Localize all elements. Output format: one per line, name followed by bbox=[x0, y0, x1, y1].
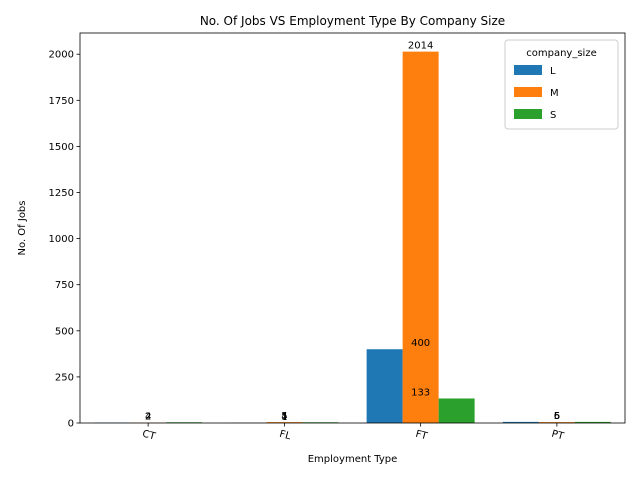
bar-PT-S bbox=[574, 421, 611, 423]
bar-FT-S bbox=[438, 398, 475, 423]
legend-box bbox=[504, 39, 619, 130]
legend: company_size LMS bbox=[504, 39, 619, 130]
data-label-CT-L: 2 bbox=[145, 412, 151, 423]
data-label-FL-M: 5 bbox=[281, 411, 287, 422]
data-label-PT-M: 5 bbox=[554, 411, 560, 422]
chart-title: No. Of Jobs VS Employment Type By Compan… bbox=[200, 14, 505, 28]
data-label-PT-S: 6 bbox=[554, 411, 560, 422]
x-axis-label: Employment Type bbox=[308, 454, 398, 465]
y-tick-label: 750 bbox=[55, 280, 74, 291]
y-tick-label: 250 bbox=[55, 372, 74, 383]
bar-PT-M bbox=[538, 422, 575, 423]
x-tick-label-CT: CT bbox=[141, 429, 157, 443]
data-label-FT-L: 400 bbox=[411, 338, 430, 349]
data-label-CT-M: 2 bbox=[145, 412, 151, 423]
data-label-PT-L: 6 bbox=[554, 411, 560, 422]
x-tick-label-PT: PT bbox=[550, 429, 565, 443]
legend-swatch-L bbox=[514, 65, 542, 75]
y-tick-label: 2000 bbox=[49, 50, 74, 61]
y-tick-label: 1000 bbox=[49, 234, 74, 245]
legend-swatch-S bbox=[514, 109, 542, 119]
y-tick-label: 1500 bbox=[49, 142, 74, 153]
data-label-FT-S: 133 bbox=[411, 387, 430, 398]
y-tick-label: 1750 bbox=[49, 96, 74, 107]
plot-area: 224CT154FL4002014133FT656PT0250500750100… bbox=[49, 32, 626, 443]
bar-FT-M bbox=[402, 51, 439, 423]
y-axis-label: No. Of Jobs bbox=[17, 201, 28, 256]
legend-entry-M: M bbox=[550, 88, 559, 99]
data-label-FL-L: 1 bbox=[281, 412, 287, 423]
bar-FT-L bbox=[366, 349, 403, 423]
legend-swatch-M bbox=[514, 87, 542, 97]
data-label-CT-S: 4 bbox=[145, 411, 151, 422]
bar-PT-L bbox=[502, 421, 539, 423]
axes-frame bbox=[79, 32, 626, 424]
y-tick-label: 0 bbox=[68, 419, 74, 430]
bar-FL-M bbox=[266, 422, 303, 423]
x-tick-label-FL: FL bbox=[278, 429, 292, 443]
y-tick-label: 1250 bbox=[49, 188, 74, 199]
y-tick-label: 500 bbox=[55, 326, 74, 337]
legend-entry-S: S bbox=[550, 110, 556, 121]
legend-title: company_size bbox=[526, 48, 596, 59]
x-tick-label-FT: FT bbox=[414, 429, 429, 443]
data-label-FL-S: 4 bbox=[281, 411, 287, 422]
legend-entry-L: L bbox=[550, 66, 556, 77]
data-label-FT-M: 2014 bbox=[408, 41, 433, 52]
